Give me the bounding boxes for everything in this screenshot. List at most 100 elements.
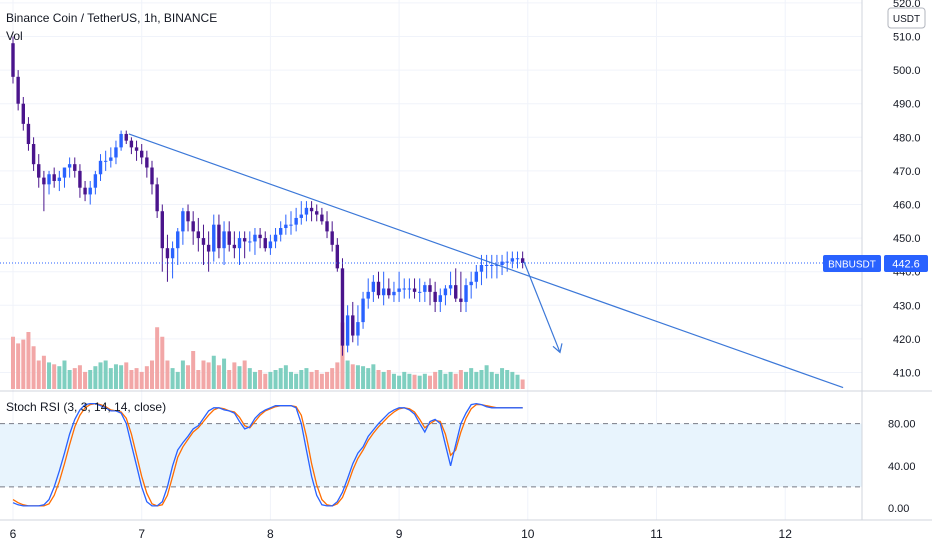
price-tick-label: 520.0: [893, 0, 921, 10]
volume-bar: [371, 364, 376, 389]
projection-arrow-head: [552, 343, 563, 354]
candle: [176, 228, 180, 265]
volume-bar: [283, 365, 288, 389]
volume-bar: [294, 373, 299, 389]
volume-bar: [16, 343, 21, 389]
candle: [52, 167, 56, 188]
candle: [11, 36, 15, 84]
volume-bar: [47, 362, 52, 389]
candle: [479, 254, 484, 286]
time-tick-label: 7: [138, 527, 145, 541]
volume-bar: [175, 371, 180, 389]
volume-bar: [515, 374, 520, 389]
candle: [201, 224, 206, 265]
volume-bar: [129, 370, 134, 389]
stoch-rsi-legend[interactable]: Stoch RSI (3, 3, 14, 14, close): [6, 400, 166, 414]
volume-bar: [134, 368, 139, 389]
price-tick-label: 430.0: [893, 300, 921, 312]
candle: [376, 271, 381, 299]
candle: [438, 288, 442, 313]
candle: [443, 285, 448, 306]
price-tick-label: 510.0: [893, 32, 921, 44]
volume-bar: [335, 362, 340, 389]
candle: [351, 301, 355, 343]
last-price-label: 442.6: [892, 259, 920, 271]
volume-bar: [170, 368, 175, 389]
candle: [371, 275, 376, 302]
time-tick-label: 8: [267, 527, 274, 541]
volume-bar: [165, 360, 170, 389]
candle: [325, 211, 329, 239]
volume-bar: [484, 365, 489, 389]
volume-bar: [227, 370, 232, 389]
candle: [140, 144, 144, 165]
candle: [237, 231, 242, 265]
candle: [119, 130, 123, 151]
volume-bar: [52, 364, 57, 389]
volume-bar: [83, 371, 88, 389]
candle: [155, 177, 159, 218]
currency-label[interactable]: USDT: [893, 14, 920, 25]
candle: [186, 204, 190, 232]
candle: [109, 147, 113, 168]
volume-bar: [361, 366, 366, 389]
candle: [495, 254, 499, 279]
candle: [145, 150, 149, 178]
price-tick-label: 450.0: [893, 233, 921, 245]
candle: [412, 278, 417, 299]
stoch-rsi-lines: [12, 402, 523, 507]
volume-bar: [273, 370, 278, 389]
candle: [57, 170, 62, 192]
volume-bar: [242, 360, 247, 389]
volume-legend[interactable]: Vol: [6, 29, 23, 43]
volume-bar: [41, 355, 46, 389]
volume-bar: [149, 360, 154, 389]
candle: [47, 170, 51, 195]
candle: [114, 140, 118, 165]
volume-bar: [288, 371, 293, 389]
volume-bar: [21, 339, 26, 389]
volume-bar: [124, 362, 129, 389]
volume-bar: [232, 362, 237, 389]
candle: [474, 264, 479, 289]
time-tick-label: 11: [650, 527, 663, 541]
candle: [448, 271, 453, 296]
volume-bar: [464, 371, 469, 389]
candle: [320, 207, 324, 225]
volume-bar: [186, 365, 191, 389]
volume-bar: [422, 373, 427, 389]
symbol-title[interactable]: Binance Coin / TetherUS, 1h, BINANCE: [6, 11, 217, 25]
candle: [356, 305, 360, 346]
candle: [21, 96, 25, 131]
volume-bar: [494, 373, 499, 389]
volume-bar: [299, 370, 304, 389]
candle: [278, 221, 283, 242]
volume-bar: [36, 360, 41, 389]
candle: [124, 130, 128, 145]
candle: [340, 258, 345, 356]
volume-bar: [330, 368, 335, 389]
volume-bar: [196, 370, 201, 389]
volume-bar: [433, 371, 438, 389]
volume-bar: [160, 336, 165, 389]
candle: [42, 170, 46, 212]
candle: [345, 305, 350, 353]
trendlines: [0, 133, 862, 389]
candle: [361, 291, 365, 329]
volume-bar: [453, 373, 458, 389]
stoch-tick-label: 80.00: [888, 419, 916, 431]
currency-button[interactable]: [887, 7, 926, 29]
volume-bar: [469, 368, 474, 389]
candle: [165, 234, 170, 282]
volume-bar: [427, 375, 432, 389]
candle: [232, 231, 237, 259]
volume-bar: [319, 373, 324, 389]
stoch-k-line: [12, 402, 523, 507]
candle: [98, 154, 103, 181]
volume-bar: [191, 351, 196, 389]
price-tick-label: 410.0: [893, 368, 921, 380]
volume-bar: [402, 371, 407, 389]
price-tick-label: 480.0: [893, 132, 921, 144]
